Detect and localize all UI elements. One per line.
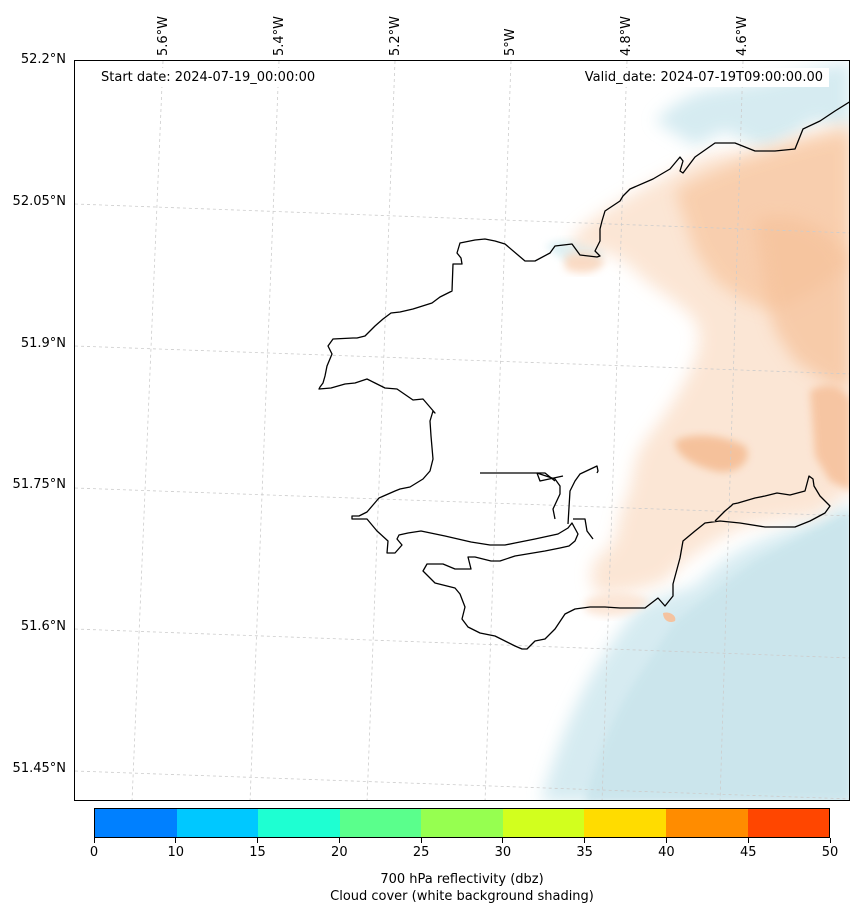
colorbar-tick-mark — [420, 838, 422, 843]
lon-label-5-4w: 5.4°W — [272, 15, 287, 56]
colorbar-segment — [665, 809, 748, 837]
lon-label-4-6w: 4.6°W — [735, 15, 750, 56]
map-panel — [74, 60, 850, 801]
colorbar-tick-mark — [584, 838, 586, 843]
colorbar-tick-mark — [257, 838, 259, 843]
start-date-label: Start date: 2024-07-19_00:00:00 — [95, 68, 322, 87]
colorbar-tick-label: 15 — [249, 845, 266, 860]
lat-label-51-75n: 51.75°N — [12, 477, 66, 492]
colorbar-tick-label: 40 — [658, 845, 675, 860]
colorbar-tick-label: 50 — [821, 845, 839, 860]
colorbar-tick-label: 25 — [412, 845, 430, 860]
colorbar-tick-label: 10 — [167, 845, 185, 860]
valid-date-label: Valid_date: 2024-07-19T09:00:00.00 — [578, 68, 829, 87]
colorbar-segment — [95, 809, 177, 837]
lat-label-51-45n: 51.45°N — [12, 761, 66, 776]
lon-label-5-6w: 5.6°W — [156, 15, 171, 56]
lat-label-52-05n: 52.05°N — [12, 194, 66, 209]
colorbar-segment — [258, 809, 340, 837]
lat-label-52-2n: 52.2°N — [20, 52, 66, 67]
colorbar-tick-label: 35 — [576, 845, 593, 860]
lon-label-4-8w: 4.8°W — [619, 15, 634, 56]
colorbar-tick-mark — [747, 838, 749, 843]
colorbar-segment — [339, 809, 422, 837]
colorbar — [94, 808, 830, 838]
colorbar-tick-label: 0 — [89, 845, 99, 860]
colorbar-tick-mark — [502, 838, 504, 843]
colorbar-segment — [421, 809, 503, 837]
colorbar-tick-mark — [829, 838, 831, 843]
colorbar-tick-label: 30 — [494, 845, 512, 860]
colorbar-tick-mark — [93, 838, 95, 843]
graticule — [75, 61, 849, 800]
colorbar-tick-mark — [338, 838, 340, 843]
colorbar-title-line1: 700 hPa reflectivity (dbz) — [380, 872, 544, 887]
reflectivity-shading — [565, 121, 849, 623]
colorbar-tick-label: 20 — [331, 845, 348, 860]
map-canvas — [75, 61, 849, 800]
colorbar-segment — [176, 809, 259, 837]
lon-label-5w: 5°W — [503, 28, 518, 56]
colorbar-tick-label: 45 — [739, 845, 757, 860]
lon-label-5-2w: 5.2°W — [388, 15, 403, 56]
lat-label-51-6n: 51.6°N — [20, 619, 66, 634]
colorbar-title-line2: Cloud cover (white background shading) — [330, 889, 594, 904]
lat-label-51-9n: 51.9°N — [20, 336, 66, 351]
colorbar-tick-mark — [665, 838, 667, 843]
colorbar-segment — [502, 809, 585, 837]
colorbar-tick-mark — [175, 838, 177, 843]
colorbar-title: 700 hPa reflectivity (dbz) Cloud cover (… — [94, 871, 830, 905]
coastline — [318, 101, 849, 650]
colorbar-segment — [584, 809, 666, 837]
colorbar-segment — [747, 809, 830, 837]
